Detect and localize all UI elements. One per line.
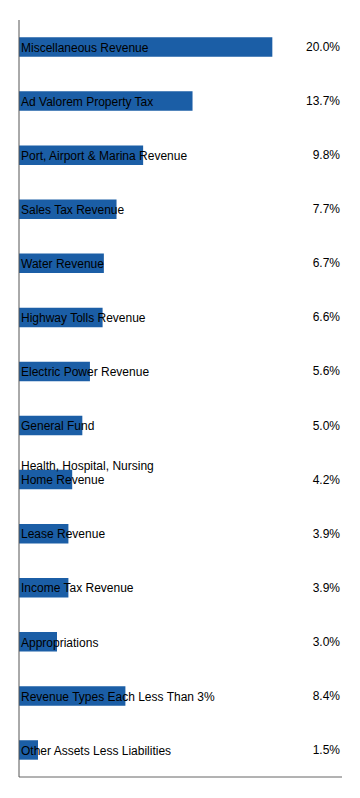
svg-text:3.9%: 3.9% (313, 581, 341, 595)
svg-text:5.6%: 5.6% (313, 364, 341, 378)
svg-text:20.0%: 20.0% (306, 40, 340, 54)
svg-text:3.0%: 3.0% (313, 635, 341, 649)
svg-text:Sales Tax Revenue: Sales Tax Revenue (21, 203, 125, 217)
svg-text:7.7%: 7.7% (313, 202, 341, 216)
svg-text:Lease Revenue: Lease Revenue (21, 527, 105, 541)
svg-text:4.2%: 4.2% (313, 473, 341, 487)
svg-text:Port, Airport & Marina Revenue: Port, Airport & Marina Revenue (21, 149, 187, 163)
svg-text:Income Tax Revenue: Income Tax Revenue (21, 581, 134, 595)
svg-text:Appropriations: Appropriations (21, 636, 98, 650)
svg-text:Ad Valorem Property Tax: Ad Valorem Property Tax (21, 95, 153, 109)
svg-text:13.7%: 13.7% (306, 94, 340, 108)
svg-text:6.6%: 6.6% (313, 310, 341, 324)
svg-text:6.7%: 6.7% (313, 256, 341, 270)
svg-text:Water Revenue: Water Revenue (21, 257, 104, 271)
svg-text:5.0%: 5.0% (313, 419, 341, 433)
svg-text:General Fund: General Fund (21, 419, 94, 433)
svg-text:Health, Hospital, NursingHome: Health, Hospital, NursingHome Revenue (21, 459, 154, 487)
svg-text:Revenue Types Each Less Than 3: Revenue Types Each Less Than 3% (21, 690, 215, 704)
svg-text:8.4%: 8.4% (313, 689, 341, 703)
svg-text:Electric Power Revenue: Electric Power Revenue (21, 365, 149, 379)
svg-text:9.8%: 9.8% (313, 148, 341, 162)
svg-text:1.5%: 1.5% (313, 743, 341, 757)
svg-text:Other Assets Less Liabilities: Other Assets Less Liabilities (21, 744, 171, 758)
svg-text:Highway Tolls Revenue: Highway Tolls Revenue (21, 311, 146, 325)
svg-text:3.9%: 3.9% (313, 527, 341, 541)
svg-text:Miscellaneous Revenue: Miscellaneous Revenue (21, 41, 149, 55)
